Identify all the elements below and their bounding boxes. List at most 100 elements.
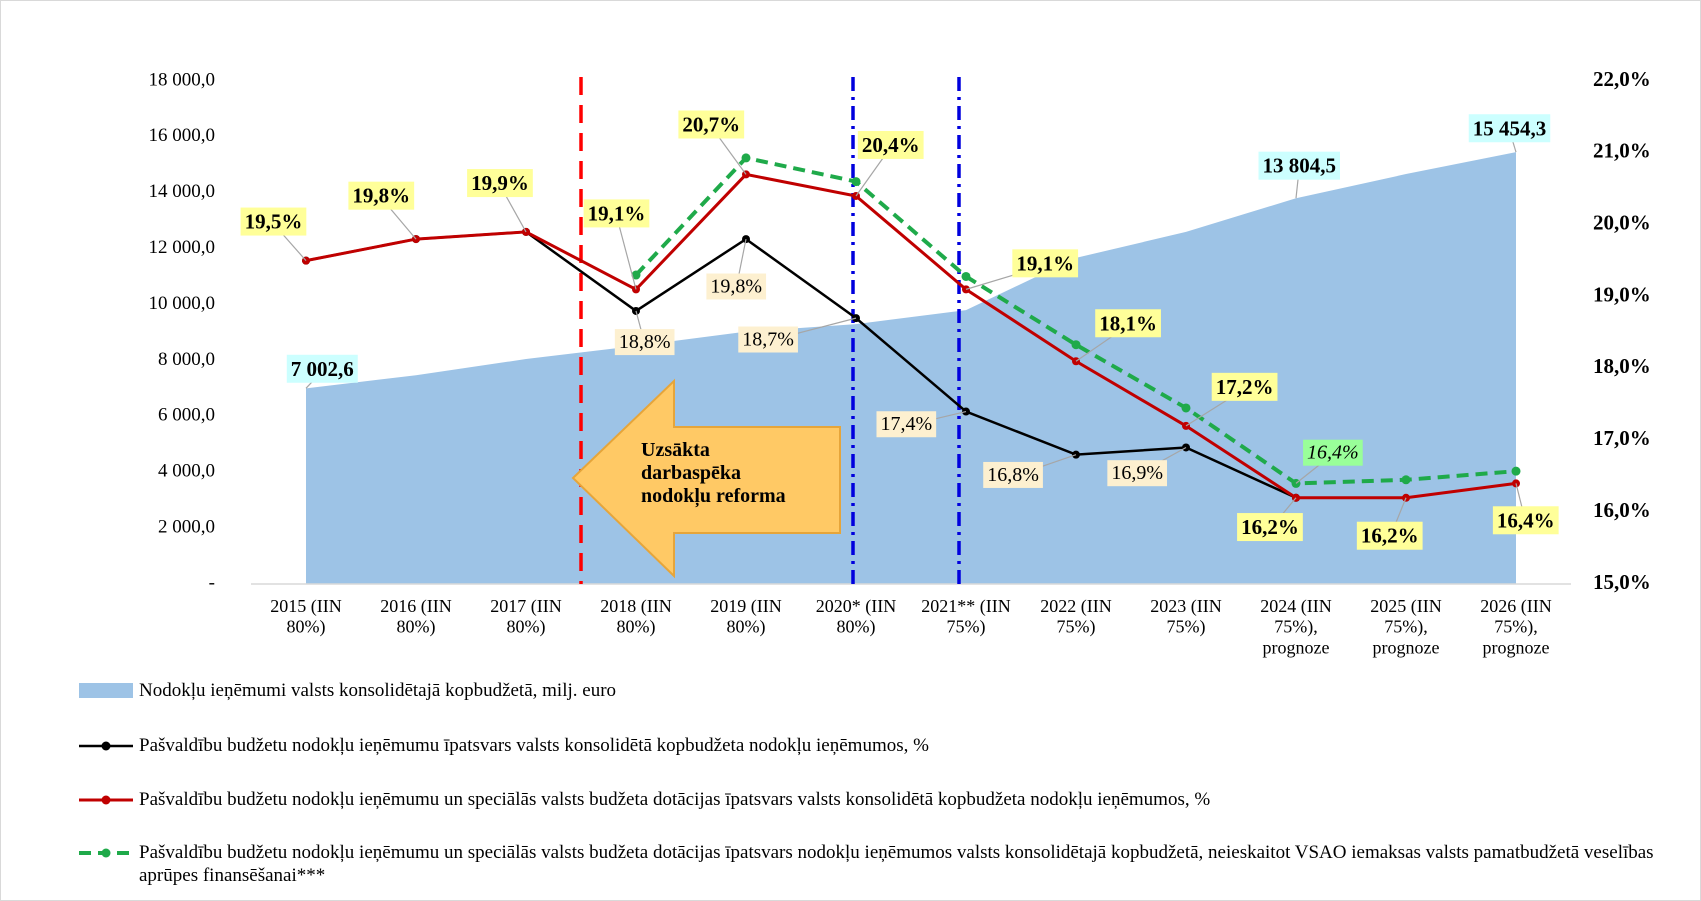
x-tick-label: 2024 (IIN 75%), prognoze — [1260, 596, 1331, 657]
legend-item: Pašvaldību budžetu nodokļu ieņēmumu un s… — [79, 841, 1679, 887]
data-label: 17,4% — [880, 413, 932, 435]
label-bg — [583, 199, 650, 228]
area — [306, 152, 1516, 584]
x-tick-label: 2022 (IIN 75%) — [1040, 596, 1111, 638]
y-tick-label: 16 000,0 — [149, 125, 216, 146]
data-label: 16,2% — [1241, 515, 1299, 539]
label-bg — [857, 130, 924, 159]
x-tick-label: 2017 (IIN 80%) — [490, 596, 561, 638]
data-label: 16,9% — [1111, 462, 1163, 484]
point — [1401, 475, 1411, 485]
x-tick-label: 2026 (IIN 75%), prognoze — [1480, 596, 1551, 657]
data-label: 16,4% — [1307, 442, 1359, 464]
x-tick-label: 2015 (IIN 80%) — [270, 596, 341, 638]
label-bg — [1356, 521, 1423, 550]
y2-tick-label: 17,0% — [1593, 426, 1651, 450]
x-tick-label: 2025 (IIN 75%), prognoze — [1370, 596, 1441, 657]
x-tick-label: 2023 (IIN 75%) — [1150, 596, 1221, 638]
data-label: 19,8% — [352, 184, 410, 208]
data-label: 20,7% — [682, 112, 740, 136]
label-bg — [1012, 249, 1079, 278]
legend-item: Nodokļu ieņēmumi valsts konsolidētajā ko… — [79, 679, 1679, 702]
data-label: 18,8% — [619, 331, 671, 353]
point — [851, 177, 861, 187]
legend-label: Pašvaldību budžetu nodokļu ieņēmumu un s… — [139, 842, 1654, 886]
data-label: 19,1% — [1016, 251, 1074, 275]
data-label: 19,1% — [588, 201, 646, 225]
label-bg — [738, 326, 798, 353]
label-bg — [286, 354, 358, 383]
y2-tick-label: 19,0% — [1593, 282, 1651, 306]
legend-swatch — [79, 795, 133, 805]
y-tick-label: 4 000,0 — [158, 461, 215, 482]
y-tick-label: - — [209, 572, 215, 593]
data-label: 17,2% — [1216, 375, 1274, 399]
swatch — [79, 683, 133, 698]
data-label: 18,7% — [742, 329, 794, 351]
y-tick-label: 18 000,0 — [149, 69, 216, 90]
label-bg — [1468, 114, 1551, 143]
y2-tick-label: 21,0% — [1593, 139, 1651, 163]
label-bg — [1303, 439, 1363, 466]
x-tick-label: 2020* (IIN 80%) — [816, 596, 896, 638]
chart: - 2 000,0 4 000,0 6 000,0 8 000,0 10 000,0 12 … — [149, 67, 1651, 658]
data-label: 15 454,3 — [1473, 116, 1547, 140]
label-bg — [1237, 513, 1303, 542]
y2-tick-label: 18,0% — [1593, 354, 1651, 378]
data-label: 7 002,6 — [291, 357, 354, 381]
label-bg — [678, 110, 745, 139]
point — [1071, 340, 1081, 350]
label-bg — [348, 181, 415, 210]
y-tick-label: 10 000,0 — [149, 293, 216, 314]
legend-label: Pašvaldību budžetu nodokļu ieņēmumu īpat… — [139, 735, 929, 756]
y2-tick-label: 16,0% — [1593, 498, 1651, 522]
label-bg — [1095, 309, 1161, 338]
data-label: 20,4% — [862, 133, 920, 157]
legend-label: Nodokļu ieņēmumi valsts konsolidētajā ko… — [139, 680, 617, 701]
y-tick-label: 8 000,0 — [158, 349, 215, 370]
point — [631, 270, 641, 280]
line — [634, 155, 1517, 486]
legend-item: Pašvaldību budžetu nodokļu ieņēmumu un s… — [79, 788, 1679, 811]
y2-tick-label: 20,0% — [1593, 211, 1651, 235]
line — [305, 172, 1517, 500]
x-tick-label: 2016 (IIN 80%) — [380, 596, 451, 638]
data-label: 16,2% — [1361, 524, 1419, 548]
legend-label: Pašvaldību budžetu nodokļu ieņēmumu un s… — [139, 789, 1211, 810]
y2-tick-label: 22,0% — [1593, 67, 1651, 91]
swatch-point — [101, 741, 111, 751]
label-bg — [614, 329, 675, 356]
y-tick-label: 6 000,0 — [158, 405, 215, 426]
data-label: 19,9% — [471, 171, 529, 195]
label-bg — [876, 411, 937, 438]
label-bg — [1258, 151, 1341, 180]
point — [1511, 466, 1521, 476]
legend-swatch — [79, 683, 133, 698]
label-bg — [467, 169, 533, 198]
legend-swatch — [79, 741, 133, 751]
reform-arrow — [571, 378, 841, 579]
legend-swatch — [79, 848, 133, 858]
leader-line — [615, 215, 637, 290]
label-bg — [706, 273, 767, 300]
label-bg — [1492, 506, 1559, 535]
label-bg — [1107, 460, 1168, 487]
x-tick-label: 2019 (IIN 80%) — [710, 596, 781, 638]
data-label: 13 804,5 — [1263, 154, 1337, 178]
label-bg — [983, 461, 1043, 488]
y-tick-label: 2 000,0 — [158, 516, 215, 537]
point — [741, 153, 751, 163]
point — [961, 271, 971, 281]
swatch-point — [101, 795, 111, 805]
label-bg — [1211, 372, 1278, 401]
x-tick-label: 2021** (IIN 75%) — [921, 596, 1010, 638]
y-tick-label: 14 000,0 — [149, 181, 216, 202]
label-bg — [240, 207, 307, 236]
data-label: 16,4% — [1497, 508, 1555, 532]
y2-tick-label: 15,0% — [1593, 570, 1651, 594]
y-tick-label: 12 000,0 — [149, 237, 216, 258]
swatch-point — [101, 848, 111, 858]
x-tick-label: 2018 (IIN 80%) — [600, 596, 671, 638]
data-label: 19,8% — [710, 276, 762, 298]
